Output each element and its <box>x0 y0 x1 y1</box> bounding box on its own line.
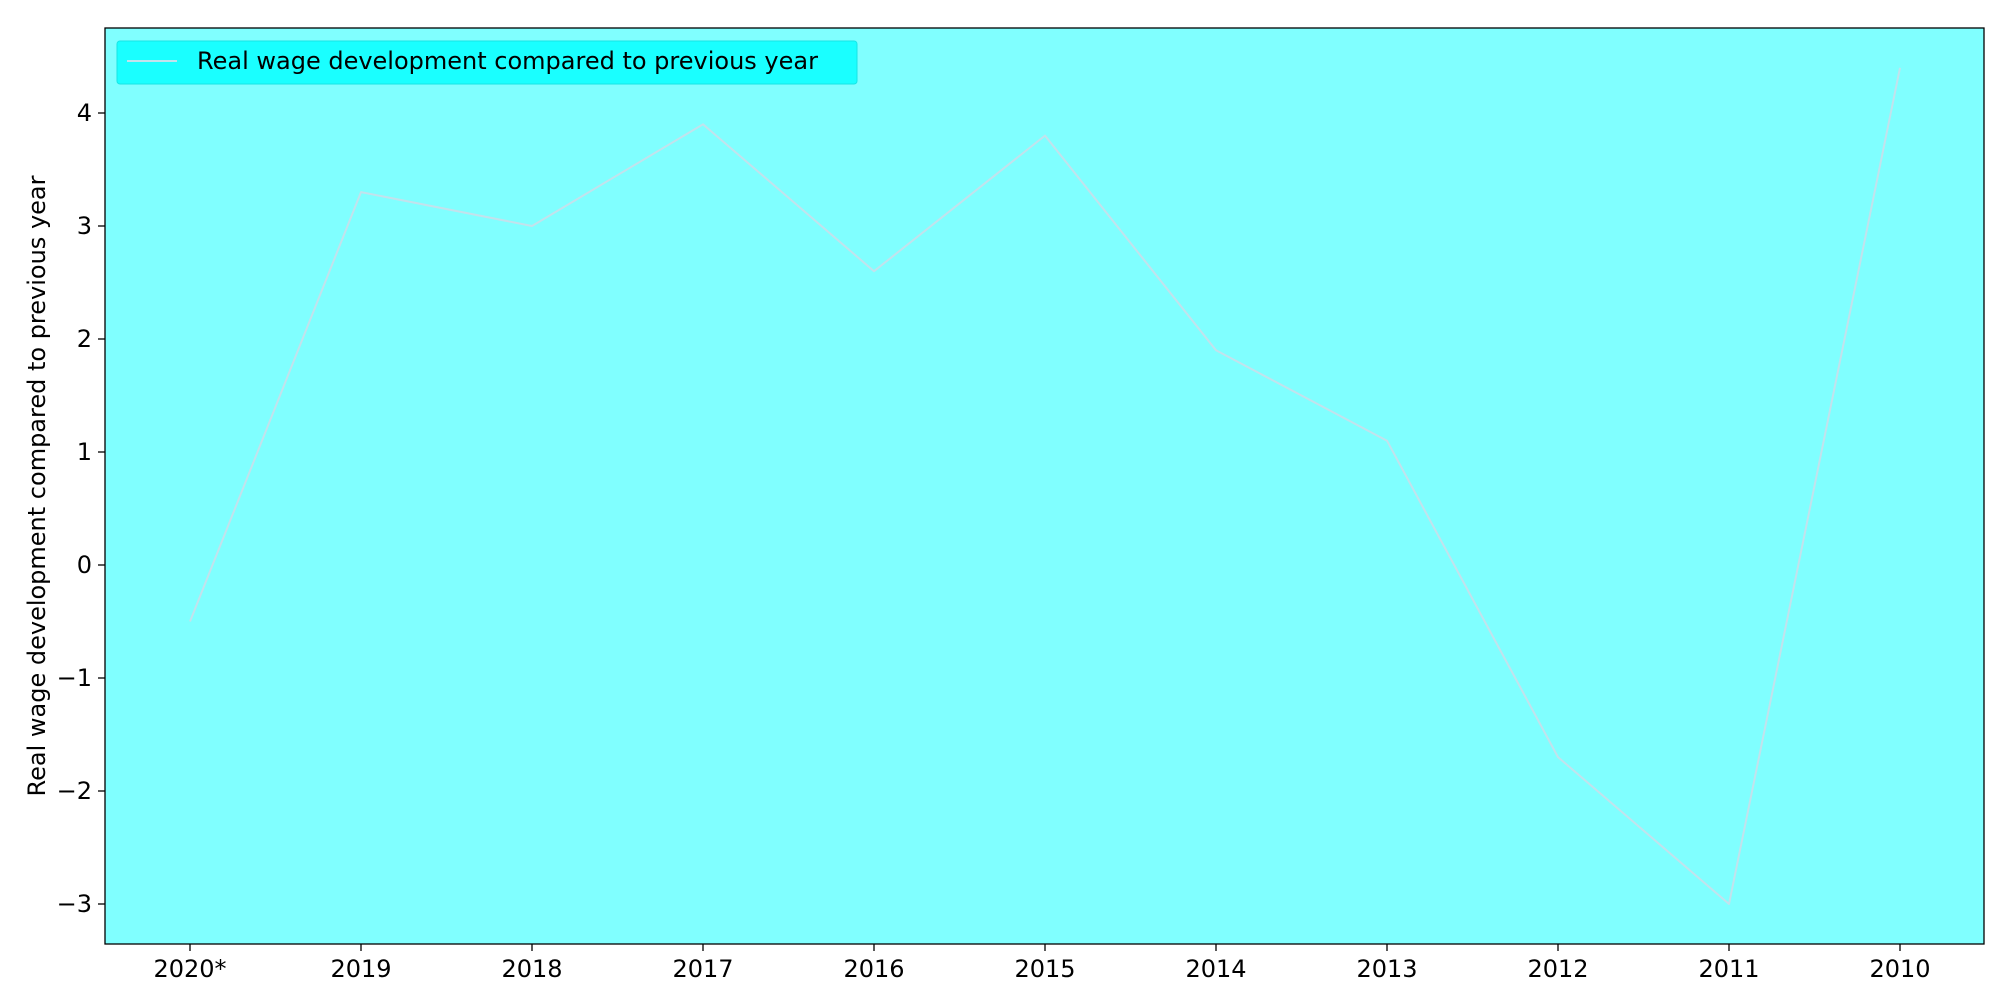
y-axis-label: Real wage development compared to previo… <box>23 175 51 796</box>
y-tick-label: −1 <box>57 664 92 692</box>
y-tick-label: 4 <box>77 99 92 127</box>
x-tick-label: 2019 <box>330 955 391 983</box>
y-tick-label: 2 <box>77 325 92 353</box>
y-tick-label: −2 <box>57 777 92 805</box>
x-tick-label: 2018 <box>501 955 562 983</box>
y-tick-label: −3 <box>57 890 92 918</box>
y-tick-label: 1 <box>77 438 92 466</box>
legend-label: Real wage development compared to previo… <box>197 47 818 75</box>
x-tick-label: 2014 <box>1185 955 1246 983</box>
x-tick-label: 2010 <box>1869 955 1930 983</box>
x-axis-ticks: 2020* 2019 2018 2017 2016 2015 2014 2013 2012 201… <box>153 944 1930 983</box>
x-tick-label: 2017 <box>672 955 733 983</box>
y-axis-ticks: −3 −2 −1 0 1 2 3 4 <box>57 99 105 918</box>
x-tick-label: 2015 <box>1014 955 1075 983</box>
y-tick-label: 3 <box>77 212 92 240</box>
plot-area <box>105 28 1984 944</box>
x-tick-label: 2012 <box>1527 955 1588 983</box>
legend: Real wage development compared to previo… <box>117 41 857 84</box>
x-tick-label: 2020* <box>153 955 226 983</box>
x-tick-label: 2016 <box>843 955 904 983</box>
x-tick-label: 2013 <box>1356 955 1417 983</box>
y-tick-label: 0 <box>77 551 92 579</box>
x-tick-label: 2011 <box>1698 955 1759 983</box>
